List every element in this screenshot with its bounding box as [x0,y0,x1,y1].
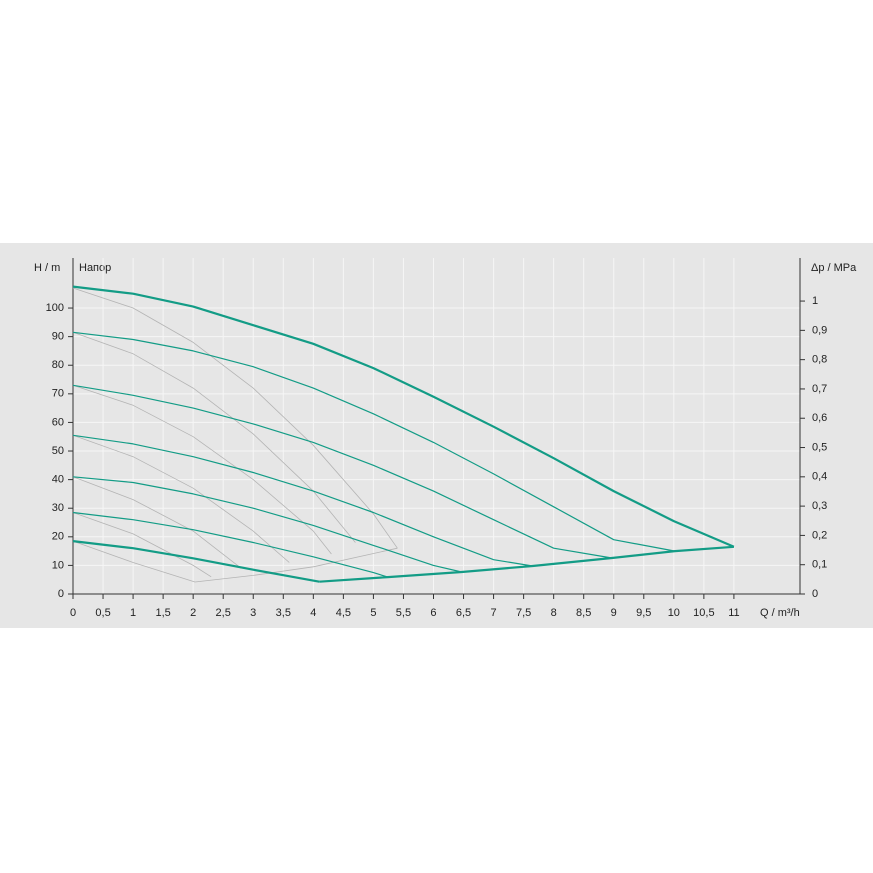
x-tick-label: 9,5 [636,607,651,619]
curve [72,285,735,548]
x-tick-label: 6 [430,607,436,619]
curve [72,540,320,583]
curve [72,434,290,563]
panel [0,243,873,628]
y-tick-label: 80 [52,359,64,371]
x-tick-label: 1,5 [155,607,170,619]
x-tick-label: 3,5 [276,607,291,619]
x-tick-label: 7,5 [516,607,531,619]
curve [319,545,734,583]
x-tick-label: 8,5 [576,607,591,619]
curve [72,384,612,559]
x-tick-label: 5,5 [396,607,411,619]
y-tick-label: 90 [52,331,64,343]
y2-axis-label: Δp / MPa [811,262,857,274]
x-tick-label: 9 [611,607,617,619]
x-tick-label: 10 [668,607,680,619]
x-tick-label: 2 [190,607,196,619]
y2-tick-label: 0,1 [812,559,827,571]
curve [72,384,332,555]
chart-title: Напор [79,262,111,274]
y2-tick-label: 0,5 [812,441,827,453]
y-axis-label: H / m [34,262,60,274]
x-tick-label: 4,5 [336,607,351,619]
curve [72,287,398,549]
x-tick-label: 7 [491,607,497,619]
y2-tick-label: 1 [812,295,818,307]
y2-tick-label: 0,4 [812,471,827,483]
y2-tick-label: 0 [812,588,818,600]
x-tick-label: 0,5 [95,607,110,619]
y-tick-label: 70 [52,388,64,400]
curve [72,434,533,567]
x-tick-label: 10,5 [693,607,714,619]
y2-tick-label: 0,8 [812,354,827,366]
y2-tick-label: 0,6 [812,412,827,424]
curve [72,540,398,583]
curve [72,511,388,578]
curve [72,476,242,569]
x-tick-label: 3 [250,607,256,619]
y2-tick-label: 0,2 [812,529,827,541]
y-tick-label: 40 [52,474,64,486]
x-tick-label: 11 [728,607,739,619]
x-tick-label: 6,5 [456,607,471,619]
x-tick-label: 1 [130,607,136,619]
y-tick-label: 30 [52,502,64,514]
y-tick-label: 10 [52,559,64,571]
y-tick-label: 50 [52,445,64,457]
curve [72,476,462,573]
x-tick-label: 5 [370,607,376,619]
y-tick-label: 60 [52,416,64,428]
curve [72,512,212,578]
y-tick-label: 20 [52,531,64,543]
y2-tick-label: 0,3 [812,500,827,512]
y-tick-label: 100 [46,302,64,314]
x-tick-label: 2,5 [216,607,231,619]
x-tick-label: 0 [70,607,76,619]
y-tick-label: 0 [58,588,64,600]
x-tick-label: 4 [310,607,316,619]
curve [72,331,676,552]
y2-tick-label: 0,7 [812,383,827,395]
x-tick-label: 8 [551,607,557,619]
x-axis-label: Q / m³/h [760,607,800,619]
y2-tick-label: 0,9 [812,324,827,336]
curve [72,331,356,543]
